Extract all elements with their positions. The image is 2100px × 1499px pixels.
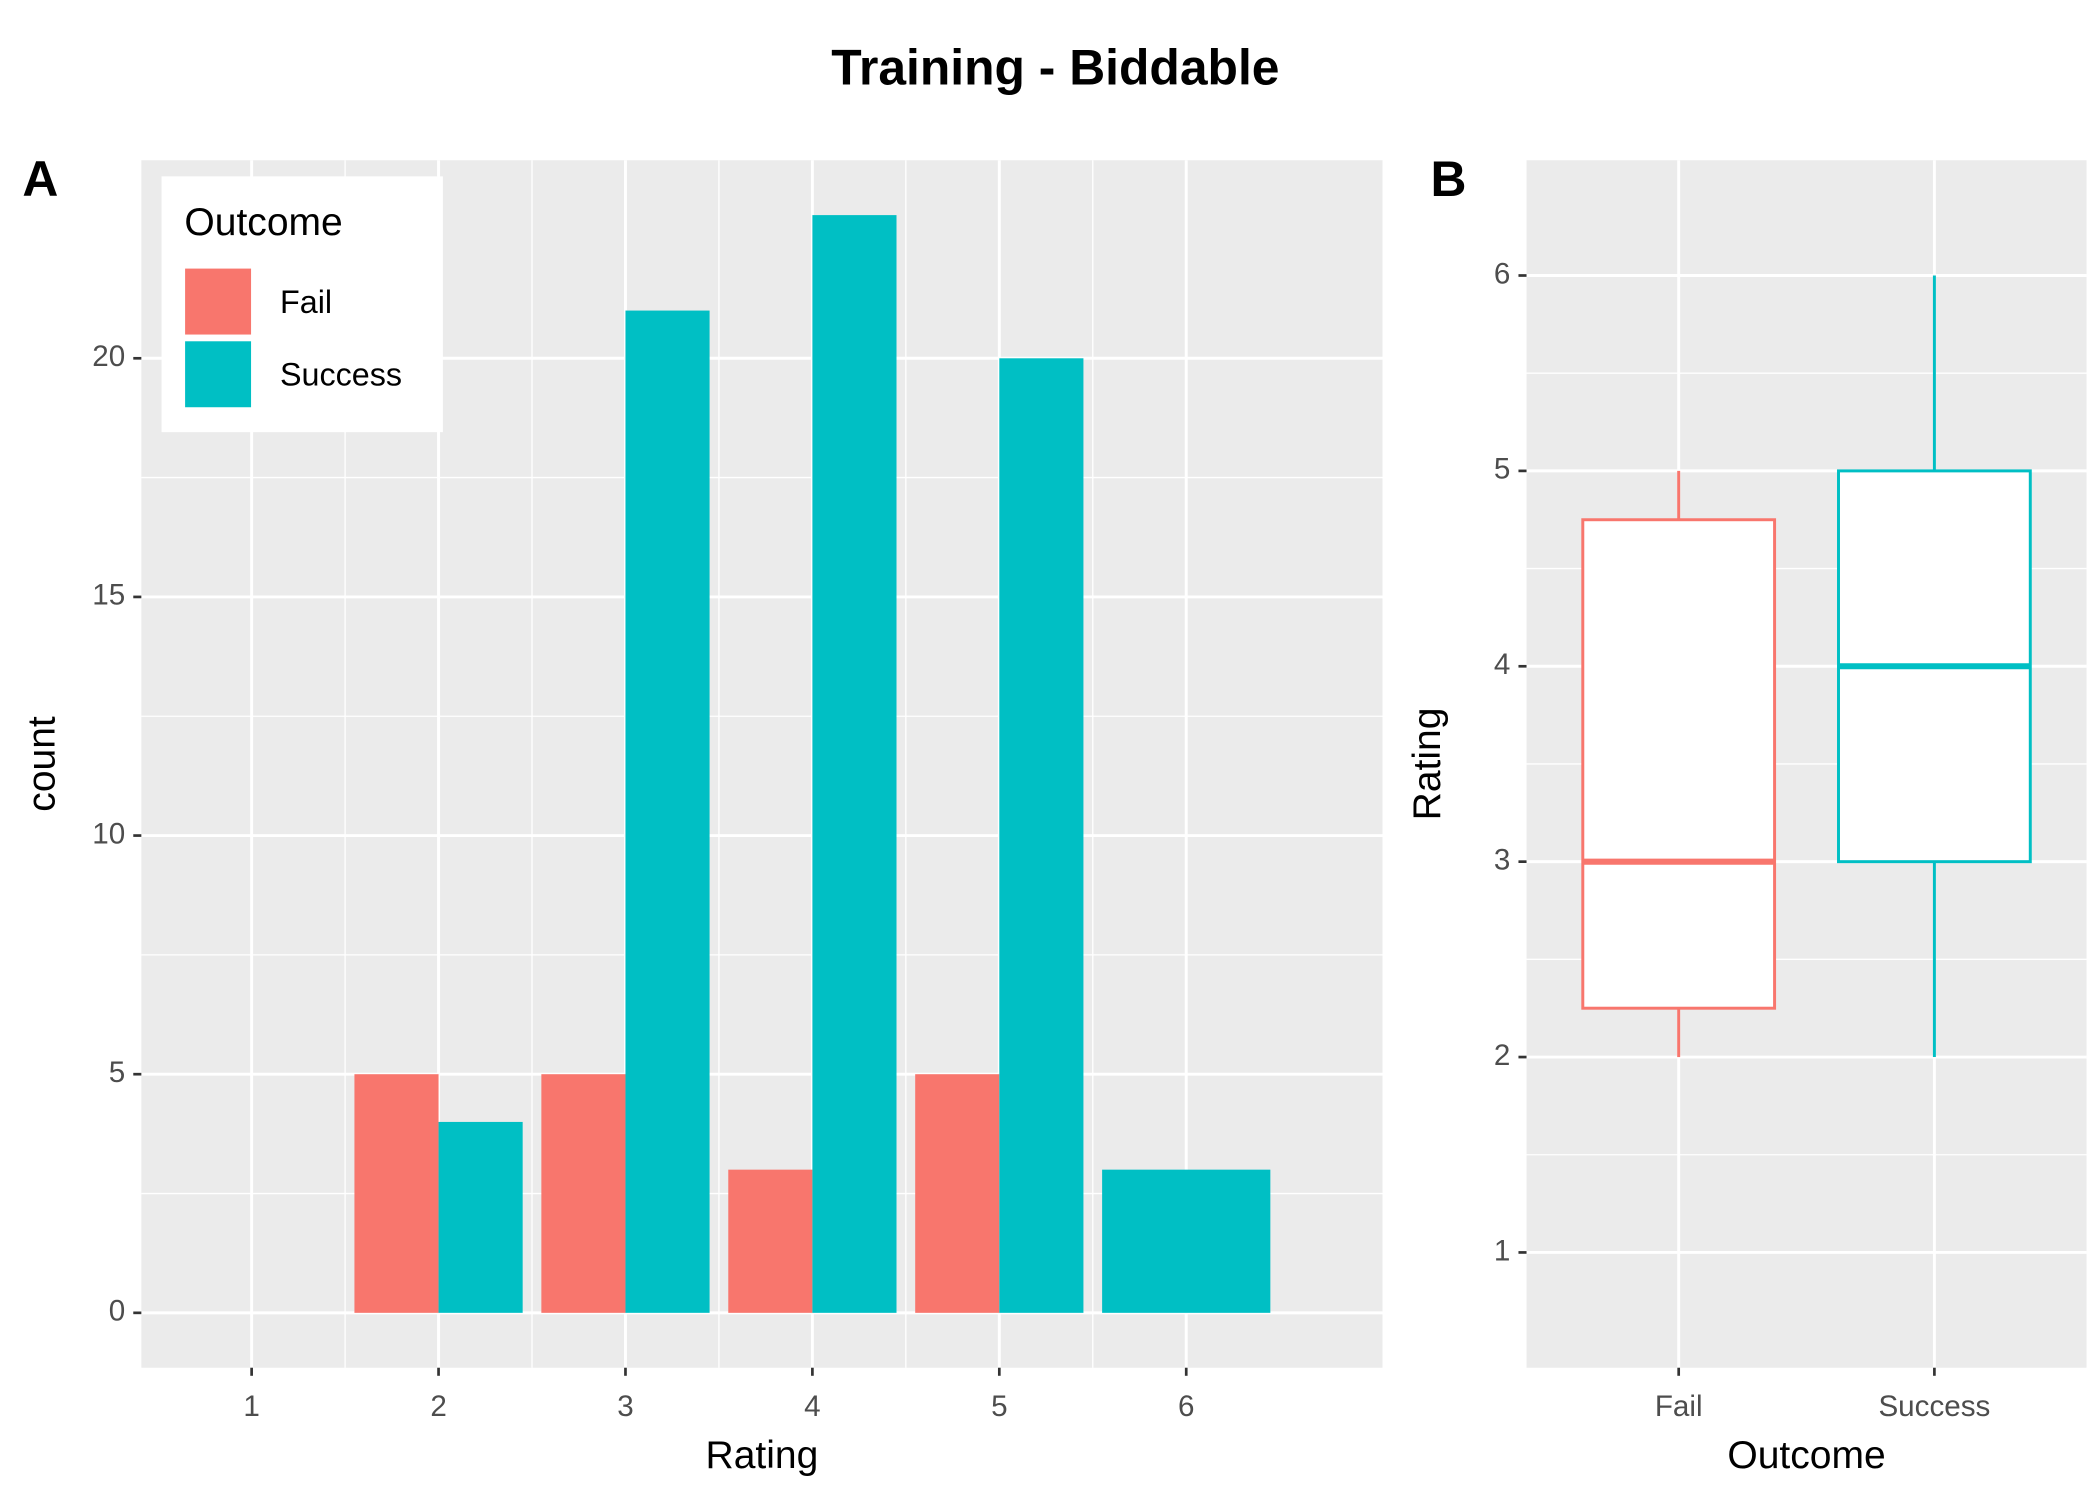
bar	[1102, 1169, 1271, 1313]
bar	[438, 1121, 523, 1313]
y-tick-label: 6	[1494, 257, 1510, 290]
legend-swatch	[183, 267, 253, 336]
y-tick-label: 3	[1494, 843, 1510, 876]
bar	[999, 358, 1084, 1313]
y-tick-label: 2	[1494, 1039, 1510, 1072]
bar	[541, 1074, 626, 1313]
y-tick-label: 4	[1494, 648, 1510, 681]
y-tick-label: 20	[92, 340, 125, 373]
panel-tag: A	[22, 151, 58, 207]
box	[1581, 518, 1777, 1010]
y-tick-label: 5	[109, 1056, 125, 1089]
x-tick-label: 5	[991, 1390, 1007, 1423]
x-tick-label: 4	[804, 1390, 820, 1423]
x-tick-label: 3	[617, 1390, 633, 1423]
legend-swatch	[183, 339, 253, 409]
bar	[728, 1169, 813, 1313]
y-tick-label: 0	[109, 1295, 125, 1328]
x-tick-label: Fail	[1655, 1390, 1703, 1423]
x-axis-title: Outcome	[1727, 1434, 1885, 1477]
x-axis-title: Rating	[706, 1434, 819, 1477]
bar	[812, 215, 897, 1313]
bar	[915, 1074, 1000, 1313]
x-tick-label: 6	[1178, 1390, 1194, 1423]
y-axis-title: Rating	[1406, 708, 1449, 821]
y-tick-label: 15	[92, 579, 125, 612]
y-axis-title: count	[21, 716, 64, 812]
figure-title: Training - Biddable	[831, 40, 1279, 96]
bar	[354, 1074, 439, 1313]
x-tick-label: Success	[1878, 1390, 1990, 1423]
y-tick-label: 5	[1494, 453, 1510, 486]
x-tick-label: 2	[430, 1390, 446, 1423]
legend-label: Fail	[280, 284, 332, 320]
panel-tag: B	[1430, 151, 1466, 207]
y-tick-label: 10	[92, 817, 125, 850]
legend-title: Outcome	[184, 201, 342, 244]
legend-label: Success	[280, 356, 402, 392]
x-tick-label: 1	[243, 1390, 259, 1423]
y-tick-label: 1	[1494, 1234, 1510, 1267]
bar	[625, 310, 710, 1313]
